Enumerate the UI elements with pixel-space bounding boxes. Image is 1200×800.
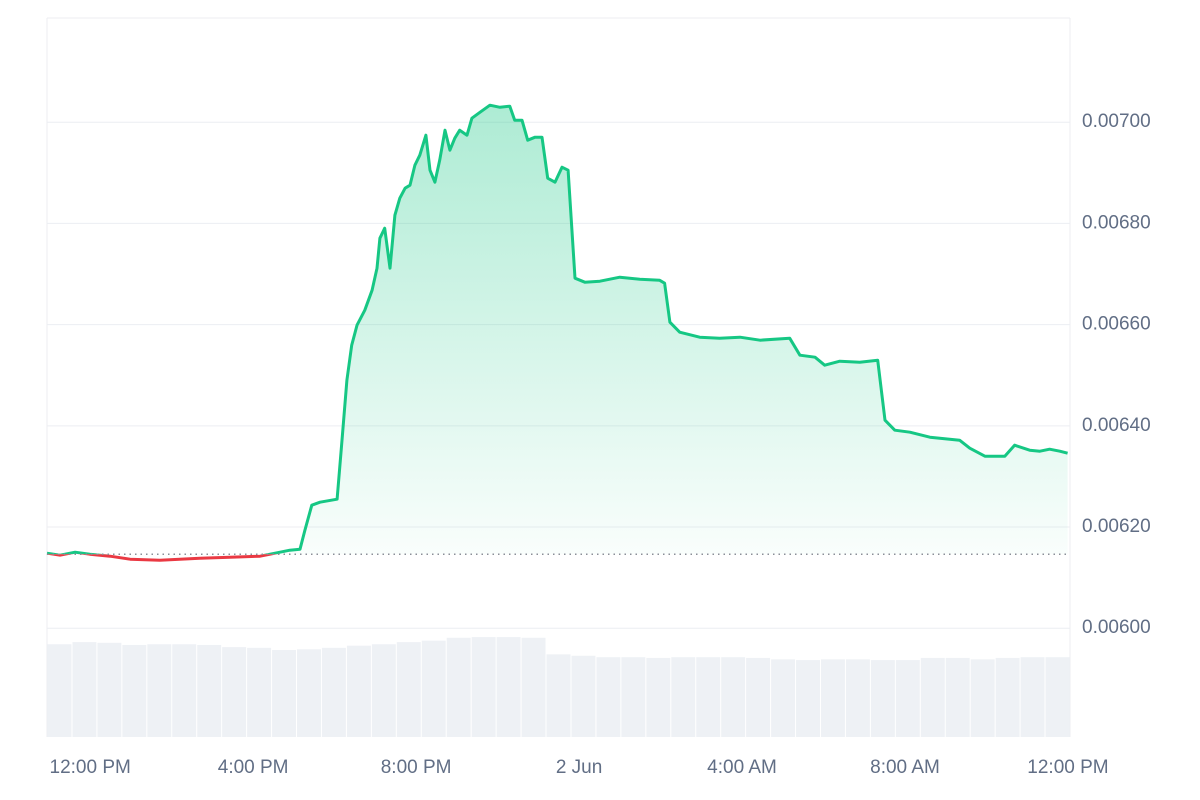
volume-bar <box>396 642 421 737</box>
volume-bar <box>845 659 870 737</box>
volume-bar <box>172 644 197 737</box>
volume-bar <box>546 654 571 737</box>
x-tick-label: 4:00 PM <box>218 757 289 778</box>
y-tick-label: 0.00600 <box>1082 617 1151 638</box>
y-tick-label: 0.00700 <box>1082 111 1151 132</box>
volume-bar <box>771 659 796 737</box>
volume-bar <box>820 659 845 737</box>
volume-bar <box>496 637 521 737</box>
volume-bar <box>97 642 122 737</box>
volume-bar <box>945 657 970 737</box>
x-tick-label: 12:00 PM <box>50 757 131 778</box>
volume-bar <box>521 637 546 737</box>
volume-bar <box>371 644 396 737</box>
volume-bar <box>471 637 496 737</box>
volume-bar <box>446 637 471 737</box>
volume-bar <box>895 660 920 737</box>
x-tick-label: 8:00 AM <box>870 757 940 778</box>
volume-bar <box>346 645 371 737</box>
volume-bar <box>920 657 945 737</box>
volume-bar <box>746 657 771 737</box>
volume-bar <box>321 647 346 737</box>
volume-bar <box>870 660 895 737</box>
volume-bar <box>247 647 272 737</box>
volume-bar <box>222 647 247 737</box>
volume-bar <box>197 644 222 737</box>
volume-bar <box>621 657 646 737</box>
volume-bar <box>796 660 820 737</box>
volume-bar <box>696 657 721 737</box>
volume-bar <box>671 657 696 737</box>
x-tick-label: 2 Jun <box>556 757 602 778</box>
volume-bar <box>995 657 1020 737</box>
price-line-above <box>46 103 1068 555</box>
volume-bar <box>970 659 995 737</box>
x-tick-label: 4:00 AM <box>707 757 777 778</box>
volume-bar <box>1020 657 1045 737</box>
x-tick-label: 12:00 PM <box>1027 757 1108 778</box>
y-tick-label: 0.00640 <box>1082 415 1151 436</box>
volume-bar <box>1045 657 1070 737</box>
volume-bar <box>297 649 321 737</box>
volume-bar <box>272 650 297 737</box>
volume-bar <box>646 657 671 737</box>
volume-bar <box>147 644 172 737</box>
area-fill <box>47 105 1068 555</box>
volume-bar <box>72 642 97 737</box>
volume-bar <box>571 655 596 737</box>
volume-bar <box>47 644 72 737</box>
volume-bar <box>122 644 147 737</box>
x-tick-label: 8:00 PM <box>381 757 452 778</box>
y-tick-label: 0.00680 <box>1082 212 1151 233</box>
y-tick-label: 0.00660 <box>1082 314 1151 335</box>
volume-bar <box>596 657 621 737</box>
volume-bar <box>721 657 746 737</box>
y-tick-label: 0.00620 <box>1082 516 1151 537</box>
volume-bar <box>421 640 446 737</box>
